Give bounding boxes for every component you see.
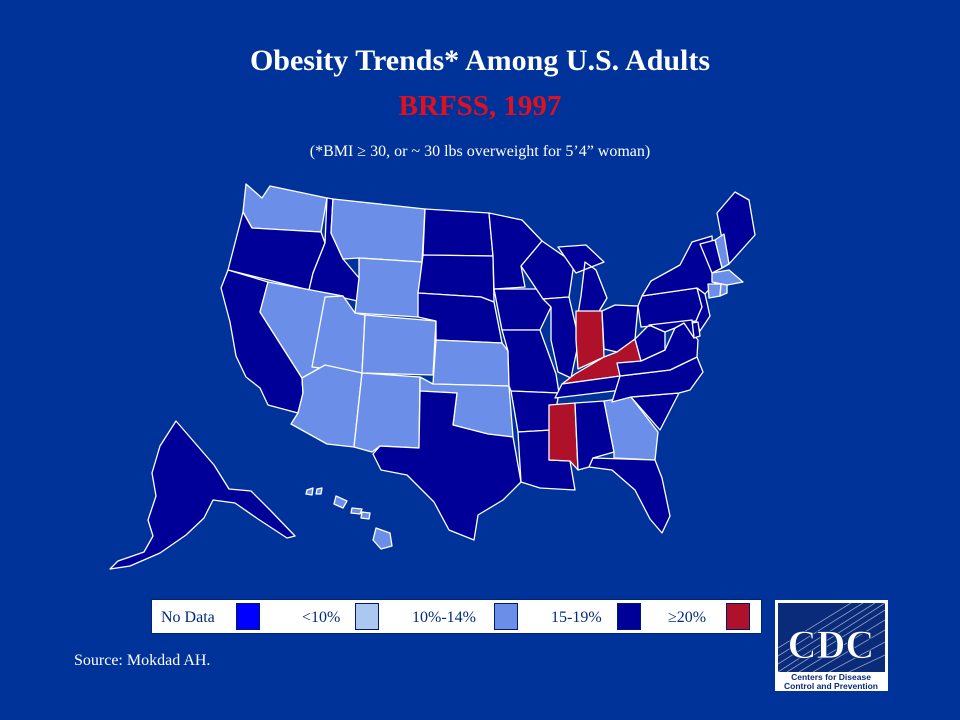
legend-label-10-14: 10%-14% (412, 609, 476, 626)
state-ct (707, 283, 722, 299)
page-title: Obesity Trends* Among U.S. Adults (249, 44, 711, 77)
state-nd (422, 208, 494, 257)
legend-swatch-15-19 (617, 603, 641, 630)
state-vt (699, 239, 723, 274)
state-ia (493, 288, 552, 331)
state-ks (432, 339, 510, 387)
state-mn (488, 212, 543, 290)
map-legend: No Data <10% 10%-14% 15-19% ≥20% (151, 599, 762, 634)
legend-label-lt10: <10% (302, 609, 341, 626)
cdc-logo-text: CDC (788, 622, 875, 667)
legend-swatch-no-data (236, 603, 260, 630)
state-mt (330, 198, 426, 263)
page-subtitle: BRFSS, 1997 (398, 90, 562, 122)
legend-swatch-lt10 (355, 603, 379, 630)
state-wy (354, 257, 423, 318)
state-wv (634, 324, 666, 362)
state-wa (242, 183, 328, 233)
legend-swatch-10-14 (494, 603, 518, 630)
legend-label-no-data: No Data (161, 609, 215, 626)
state-hi (305, 487, 393, 550)
state-co (361, 314, 437, 376)
state-in (575, 310, 605, 370)
cdc-logo-line1: Centers for Disease (791, 672, 871, 682)
state-nj (695, 287, 711, 332)
state-fl (588, 457, 671, 534)
cdc-logo: CDC Centers for Disease Control and Prev… (775, 600, 888, 691)
legend-label-ge20: ≥20% (668, 609, 707, 626)
state-tx (372, 390, 522, 541)
state-md (648, 319, 695, 339)
bmi-footnote: (*BMI ≥ 30, or ~ 30 lbs overweight for 5… (309, 143, 651, 160)
state-il (542, 296, 580, 379)
state-ak (109, 420, 296, 570)
legend-swatch-ge20 (726, 603, 750, 630)
state-nm (353, 372, 421, 453)
state-ma (711, 269, 744, 286)
cdc-logo-line2: Control and Prevention (784, 681, 878, 691)
state-ms (548, 402, 579, 471)
source-note: Source: Mokdad AH. (74, 652, 211, 669)
state-ri (719, 283, 728, 297)
legend-label-15-19: 15-19% (551, 609, 602, 626)
